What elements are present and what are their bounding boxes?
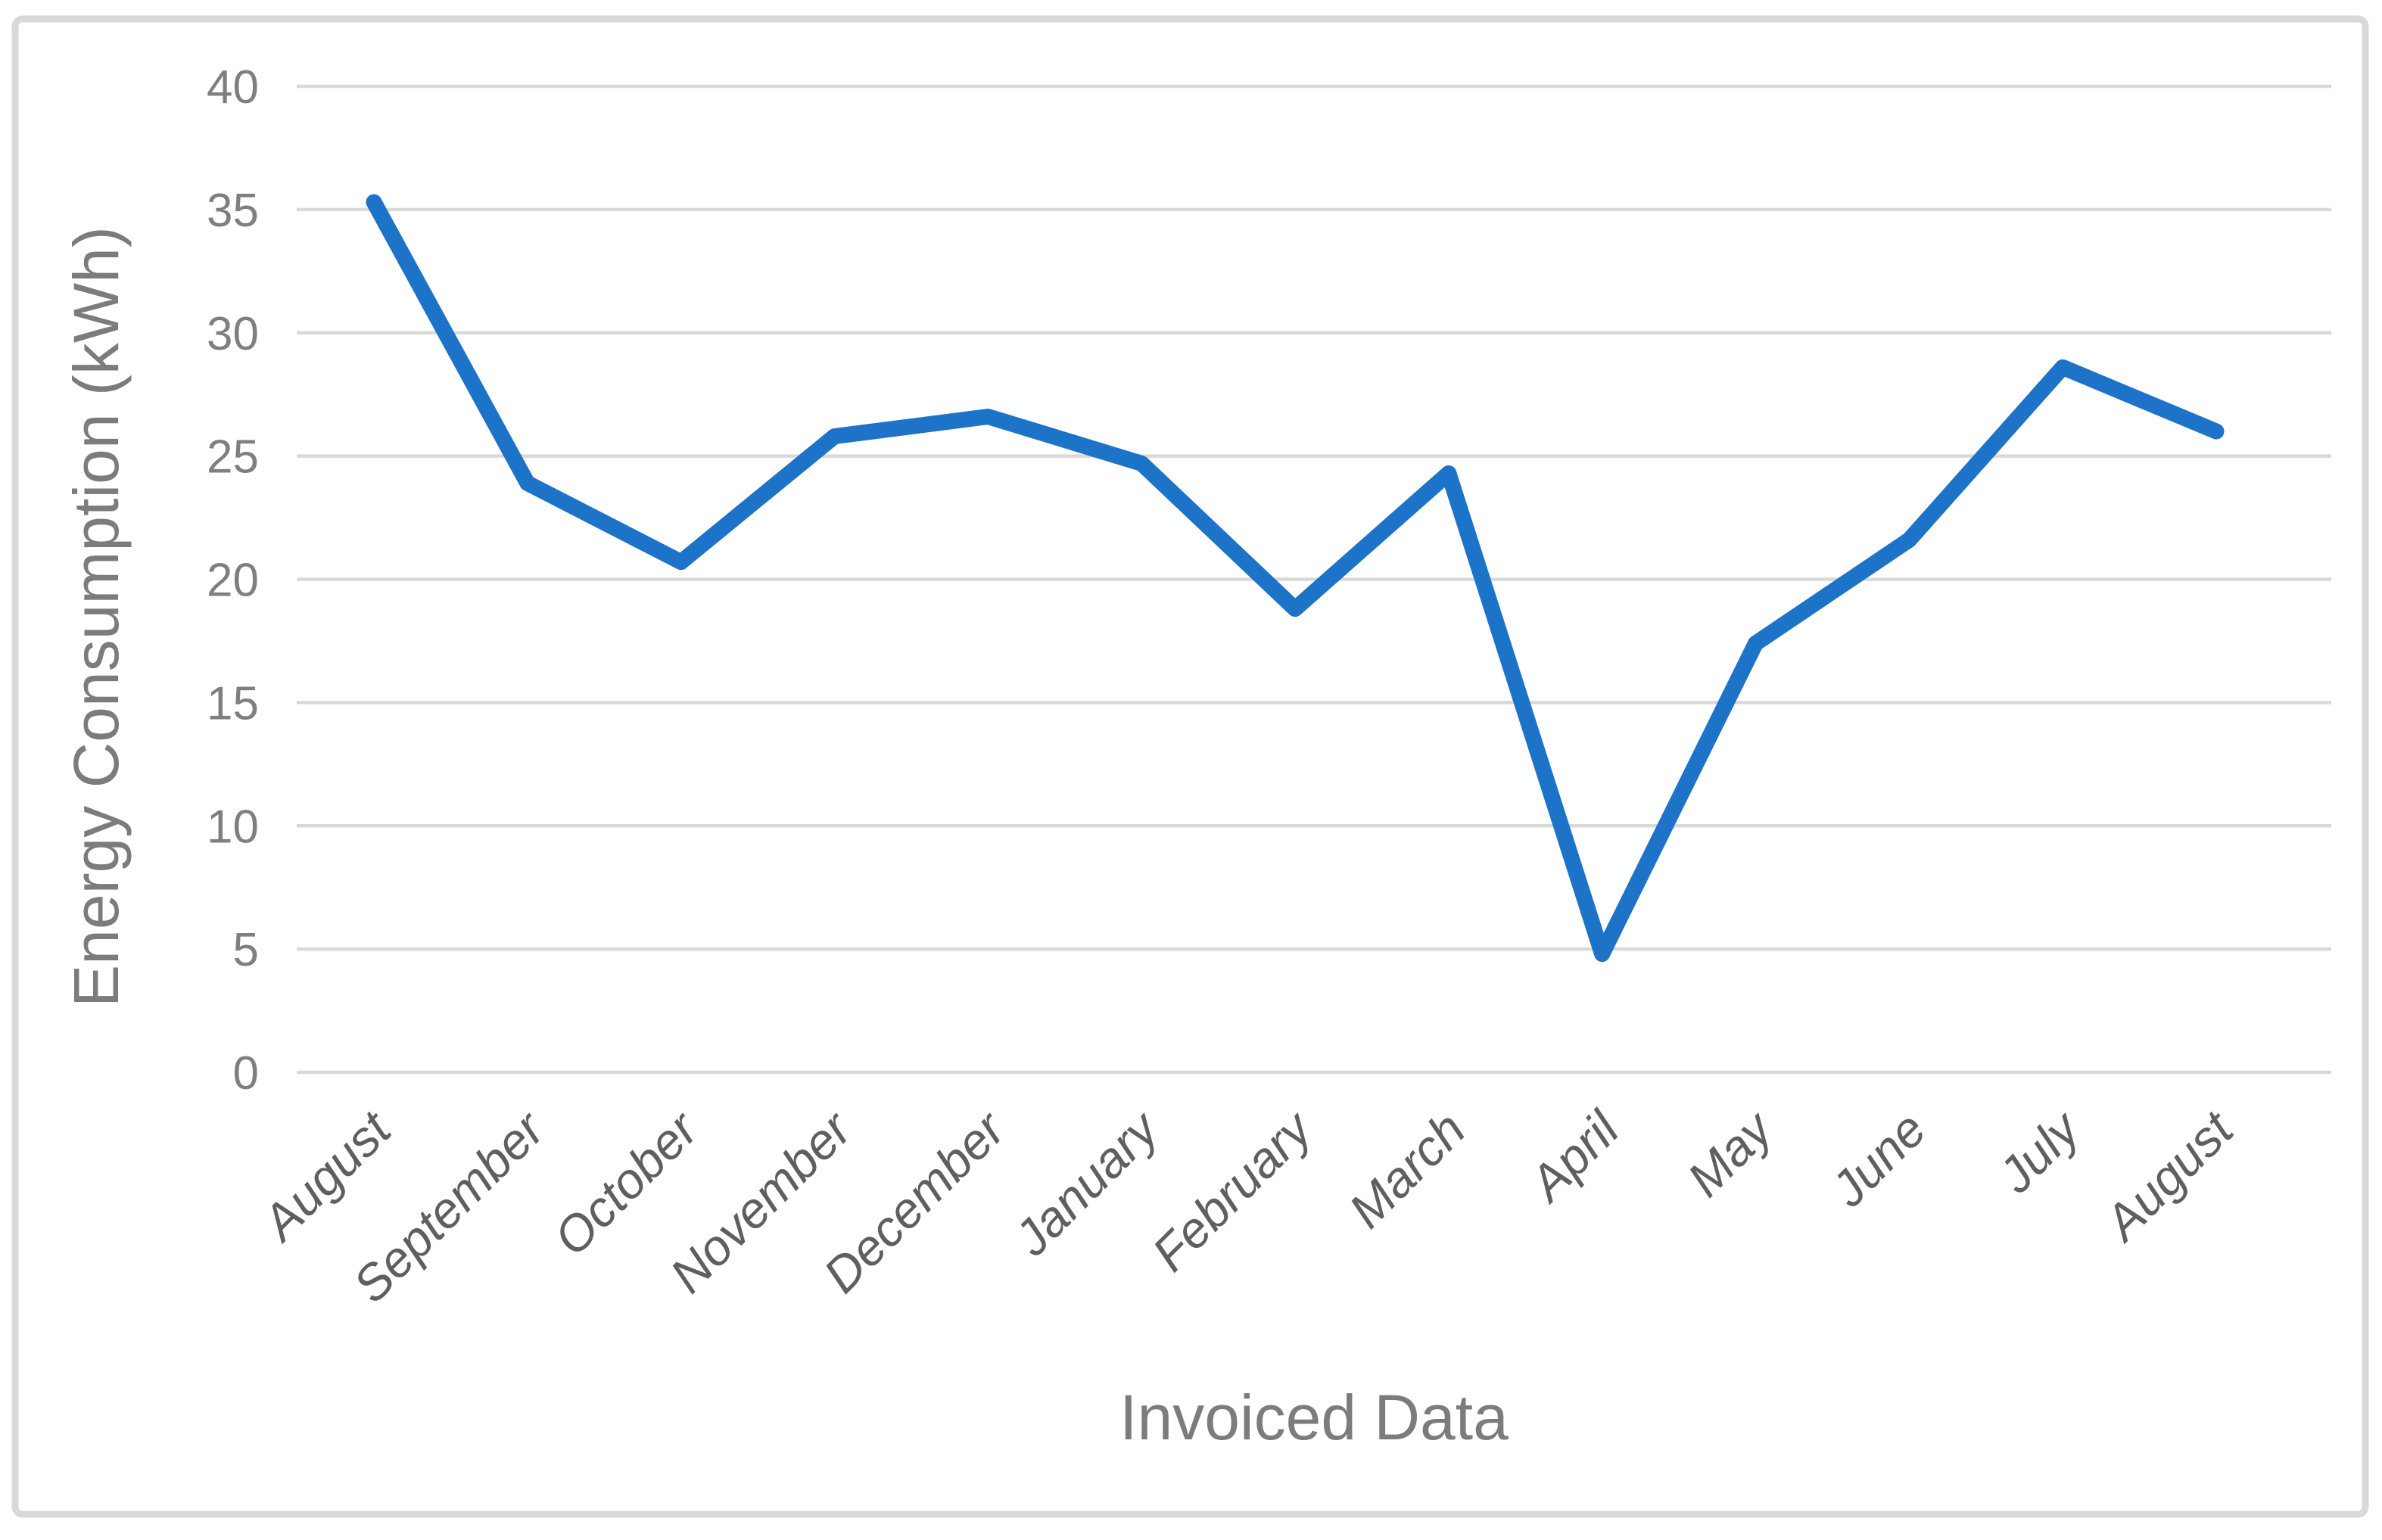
y-tick-labels-group: 0 5 10 15 20 25 30 35 40 [207,61,259,1100]
x-category-label: February [1141,1099,1325,1282]
y-tick-label: 5 [233,924,259,976]
x-category-label: August [2091,1100,2244,1252]
x-axis-title: Invoiced Data [1119,1382,1509,1453]
y-tick-label: 30 [207,308,259,360]
energy-consumption-line [366,194,2225,963]
x-category-label: July [1987,1099,2092,1204]
y-tick-label: 25 [207,431,259,484]
y-tick-label: 10 [207,801,259,853]
x-category-label: March [1338,1101,1476,1239]
y-axis-title: Energy Consumption (kWh) [61,226,132,1007]
x-category-label: May [1677,1099,1785,1207]
x-category-label: June [1820,1101,1936,1218]
y-tick-label: 15 [207,677,259,730]
gridlines-group [297,84,2331,1075]
y-tick-label: 0 [233,1047,259,1100]
x-category-label: April [1517,1100,1630,1213]
x-category-labels-group: AugustSeptemberOctoberNovemberDecemberJa… [249,1099,2244,1313]
y-tick-label: 35 [207,185,259,237]
data-series-group [366,194,2225,963]
y-tick-label: 40 [207,61,259,114]
y-tick-label: 20 [207,555,259,607]
x-category-label: August [249,1100,402,1252]
figure-border [11,15,2369,1518]
